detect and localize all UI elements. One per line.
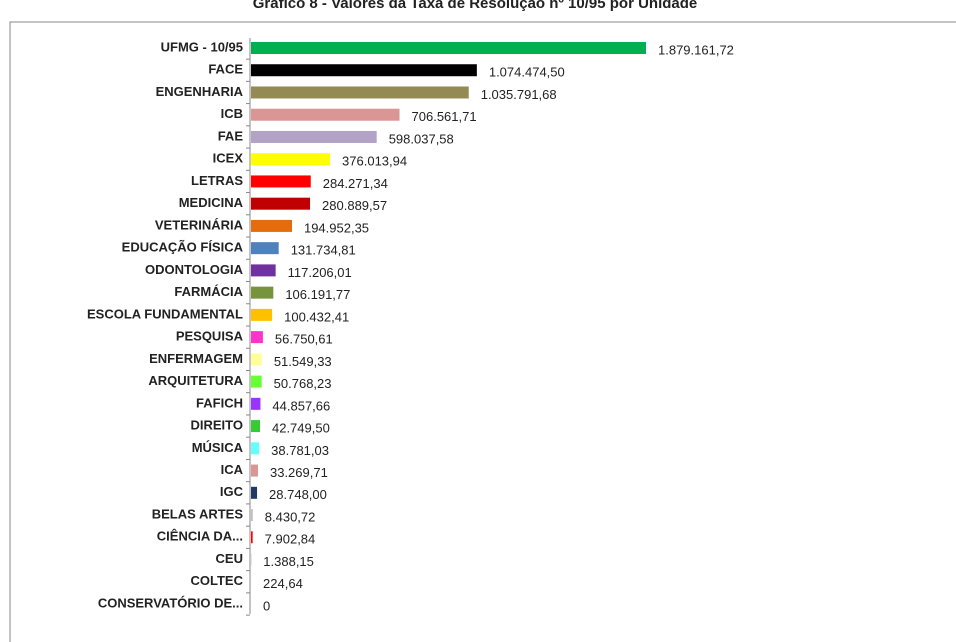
bar [251, 64, 477, 77]
bar [251, 286, 274, 299]
category-label: CEU [216, 551, 243, 566]
bar [251, 86, 469, 99]
category-label: FAFICH [196, 395, 243, 410]
value-label: 376.013,94 [342, 154, 407, 169]
bar [251, 264, 276, 277]
value-label: 42.749,50 [272, 421, 330, 436]
value-label: 100.432,41 [284, 309, 349, 324]
value-label: 7.902,84 [265, 532, 316, 547]
category-label: ENFERMAGEM [149, 351, 243, 366]
bar [251, 375, 262, 388]
category-label: MEDICINA [179, 195, 244, 210]
bar [251, 531, 253, 544]
value-label: 38.781,03 [271, 443, 329, 458]
value-label: 1.035.791,68 [481, 87, 557, 102]
value-label: 50.768,23 [274, 376, 332, 391]
category-label: BELAS ARTES [152, 506, 244, 521]
bar [251, 464, 258, 477]
bar [251, 420, 260, 433]
category-label: VETERINÁRIA [155, 217, 244, 232]
bar [251, 486, 258, 499]
category-label: CONSERVATÓRIO DE... [98, 595, 243, 610]
bar [251, 42, 646, 54]
category-label: EDUCAÇÃO FÍSICA [122, 240, 244, 255]
chart-frame [9, 21, 956, 642]
value-label: 56.750,61 [275, 332, 333, 347]
value-label: 8.430,72 [265, 509, 316, 524]
value-label: 131.734,81 [291, 243, 356, 258]
value-label: 28.748,00 [269, 487, 327, 502]
bar [251, 108, 400, 121]
bar [251, 331, 263, 344]
category-label: PESQUISA [176, 329, 244, 344]
value-label: 194.952,35 [304, 220, 369, 235]
value-label: 1.388,15 [263, 554, 314, 569]
value-label: 106.191,77 [285, 287, 350, 302]
bar [251, 130, 377, 143]
category-label: ICEX [213, 151, 244, 166]
category-label: DIREITO [191, 418, 244, 433]
value-label: 280.889,57 [322, 198, 387, 213]
chart-title: Gráfico 8 - Valores da Taxa de Resolução… [253, 0, 698, 12]
bar [251, 308, 273, 321]
category-label: ARQUITETURA [148, 373, 243, 388]
value-label: 1.879.161,72 [658, 42, 734, 57]
category-label: UFMG - 10/95 [161, 39, 243, 54]
category-label: COLTEC [191, 573, 244, 588]
value-label: 1.074.474,50 [489, 65, 565, 80]
bar [251, 353, 262, 366]
bar [251, 175, 311, 188]
value-label: 706.561,71 [412, 109, 477, 124]
category-label: ODONTOLOGIA [145, 262, 244, 277]
value-label: 117.206,01 [288, 265, 352, 280]
bar [251, 397, 261, 410]
value-label: 284.271,34 [323, 176, 388, 191]
value-label: 51.549,33 [274, 354, 332, 369]
value-label: 0 [263, 598, 270, 613]
bar [251, 153, 331, 166]
category-label: LETRAS [191, 173, 243, 188]
bar [251, 509, 253, 522]
category-label: ESCOLA FUNDAMENTAL [87, 306, 243, 321]
category-label: FAE [218, 128, 244, 143]
category-label: CIÊNCIA DA... [157, 529, 243, 544]
value-label: 598.037,58 [389, 131, 454, 146]
bar [251, 197, 311, 210]
value-label: 33.269,71 [270, 465, 328, 480]
bar [251, 442, 260, 455]
category-label: ICA [221, 462, 244, 477]
category-label: MÚSICA [192, 440, 244, 455]
category-label: ICB [221, 106, 243, 121]
category-label: IGC [220, 484, 244, 499]
category-label: FACE [208, 62, 243, 77]
category-label: ENGENHARIA [156, 84, 244, 99]
bar [251, 242, 279, 255]
bar [251, 219, 292, 232]
category-label: FARMÁCIA [174, 284, 243, 299]
value-label: 224,64 [263, 576, 303, 591]
value-label: 44.857,66 [272, 398, 330, 413]
